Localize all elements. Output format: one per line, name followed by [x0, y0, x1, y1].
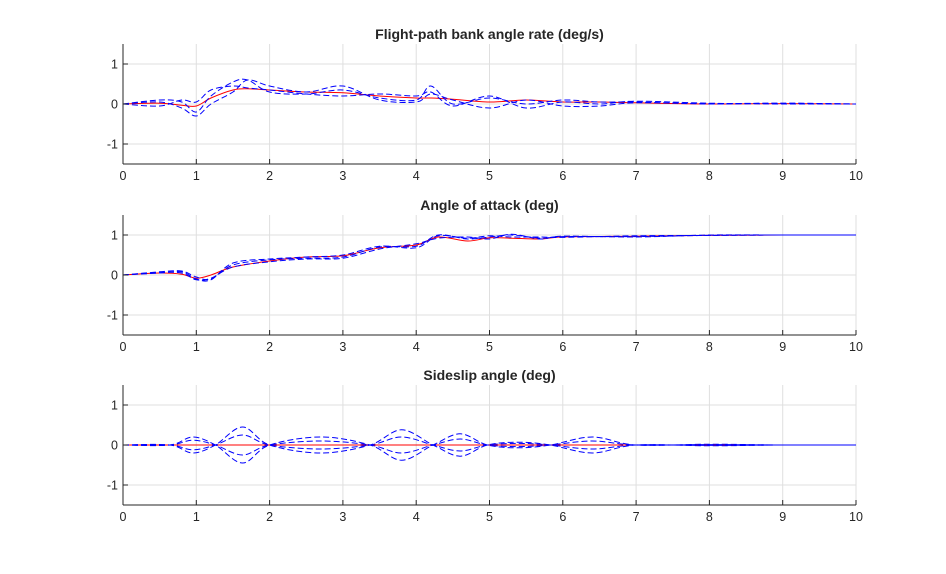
x-tick-label: 1 — [193, 510, 200, 524]
x-tick-label: 9 — [779, 340, 786, 354]
x-tick-label: 5 — [486, 340, 493, 354]
x-tick-label: 4 — [413, 510, 420, 524]
x-tick-label: 6 — [559, 169, 566, 183]
y-tick-label: -1 — [107, 138, 118, 152]
x-tick-label: 8 — [706, 169, 713, 183]
chart-title: Angle of attack (deg) — [420, 197, 558, 213]
y-tick-label: -1 — [107, 309, 118, 323]
x-tick-label: 6 — [559, 340, 566, 354]
x-tick-label: 7 — [633, 510, 640, 524]
y-tick-label: 1 — [111, 229, 118, 243]
x-tick-label: 7 — [633, 169, 640, 183]
subplot-1: 0 1 2 3 4 5 6 7 8 9 10 -1 0 1 Flight-path bank angle r… — [107, 26, 863, 183]
series-run-3 — [122, 79, 857, 117]
x-tick-label: 10 — [849, 169, 863, 183]
x-tick-label: 7 — [633, 340, 640, 354]
y-tick-label: 1 — [111, 58, 118, 72]
y-tick-label: -1 — [107, 479, 118, 493]
x-tick-label: 2 — [266, 340, 273, 354]
series-run-2 — [122, 85, 857, 109]
subplot-3: 0 1 2 3 4 5 6 7 8 9 10 -1 0 1 Sideslip angle (deg) — [107, 367, 863, 524]
series-run-4 — [122, 434, 857, 452]
x-tick-label: 8 — [706, 340, 713, 354]
x-tick-label: 5 — [486, 510, 493, 524]
chart-title: Flight-path bank angle rate (deg/s) — [375, 26, 604, 42]
y-tick-label: 0 — [111, 269, 118, 283]
series-reference — [122, 88, 857, 107]
series-run-1 — [122, 234, 857, 281]
y-tick-label: 0 — [111, 98, 118, 112]
x-tick-label: 3 — [339, 510, 346, 524]
x-tick-label: 2 — [266, 169, 273, 183]
y-tick-label: 1 — [111, 399, 118, 413]
chart-title: Sideslip angle (deg) — [423, 367, 555, 383]
x-tick-label: 0 — [120, 340, 127, 354]
series-run-2 — [122, 234, 857, 282]
x-tick-label: 8 — [706, 510, 713, 524]
x-tick-label: 5 — [486, 169, 493, 183]
x-tick-label: 0 — [120, 510, 127, 524]
x-tick-label: 6 — [559, 510, 566, 524]
x-tick-label: 9 — [779, 169, 786, 183]
x-tick-label: 10 — [849, 510, 863, 524]
x-tick-label: 4 — [413, 340, 420, 354]
x-tick-label: 1 — [193, 340, 200, 354]
x-tick-label: 3 — [339, 169, 346, 183]
x-tick-label: 1 — [193, 169, 200, 183]
y-tick-label: 0 — [111, 439, 118, 453]
x-tick-label: 10 — [849, 340, 863, 354]
x-tick-label: 4 — [413, 169, 420, 183]
subplot-2: 0 1 2 3 4 5 6 7 8 9 10 -1 0 1 Angle of attack (deg) — [107, 197, 863, 354]
x-tick-label: 0 — [120, 169, 127, 183]
x-tick-label: 3 — [339, 340, 346, 354]
x-tick-label: 2 — [266, 510, 273, 524]
x-tick-label: 9 — [779, 510, 786, 524]
